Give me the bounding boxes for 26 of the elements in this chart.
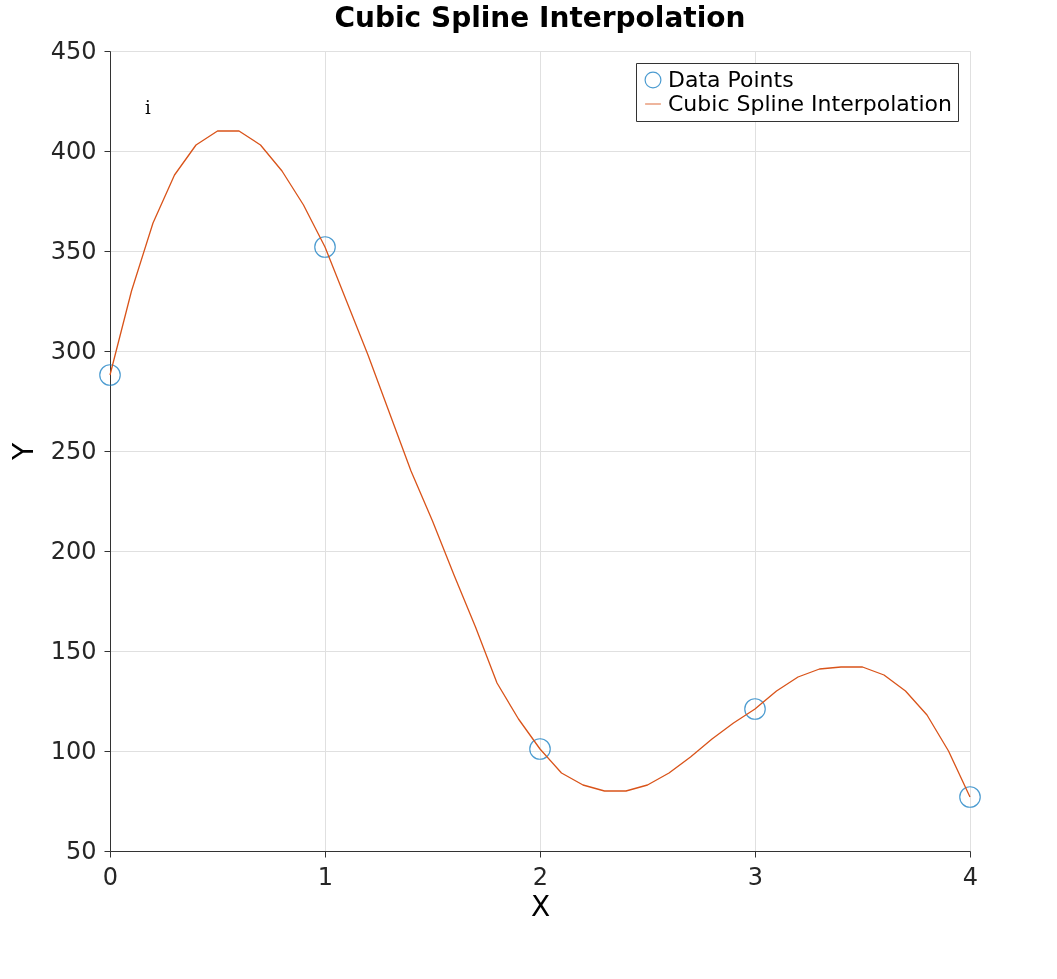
x-tick-label: 2	[532, 862, 549, 891]
y-tick-label: 200	[50, 536, 97, 565]
y-tick-label: 450	[50, 36, 97, 65]
y-tick-label: 100	[50, 736, 97, 765]
x-tick-label: 3	[747, 862, 764, 891]
y-tick-label: 350	[50, 236, 97, 265]
y-tick-label: 250	[50, 436, 97, 465]
annotation: i	[145, 97, 151, 118]
x-tick-label: 0	[102, 862, 119, 891]
point	[959, 786, 981, 808]
x-tick-label: 4	[962, 862, 979, 891]
y-tick-label: 150	[50, 636, 97, 665]
x-axis-title: X	[530, 889, 551, 923]
line-series	[109, 130, 971, 798]
y-tick-label: 400	[50, 136, 97, 165]
point	[744, 698, 766, 720]
x-tick-label: 1	[317, 862, 334, 891]
chart-title: Cubic Spline Interpolation	[334, 1, 746, 34]
point	[529, 738, 551, 760]
y-tick-label: 50	[65, 836, 97, 865]
legend-label: Data Points	[668, 67, 794, 92]
y-axis-title: Y	[6, 442, 40, 462]
point	[99, 364, 121, 386]
legend-label: Cubic Spline Interpolation	[668, 91, 952, 116]
point	[314, 236, 336, 258]
y-tick-label: 300	[50, 336, 97, 365]
